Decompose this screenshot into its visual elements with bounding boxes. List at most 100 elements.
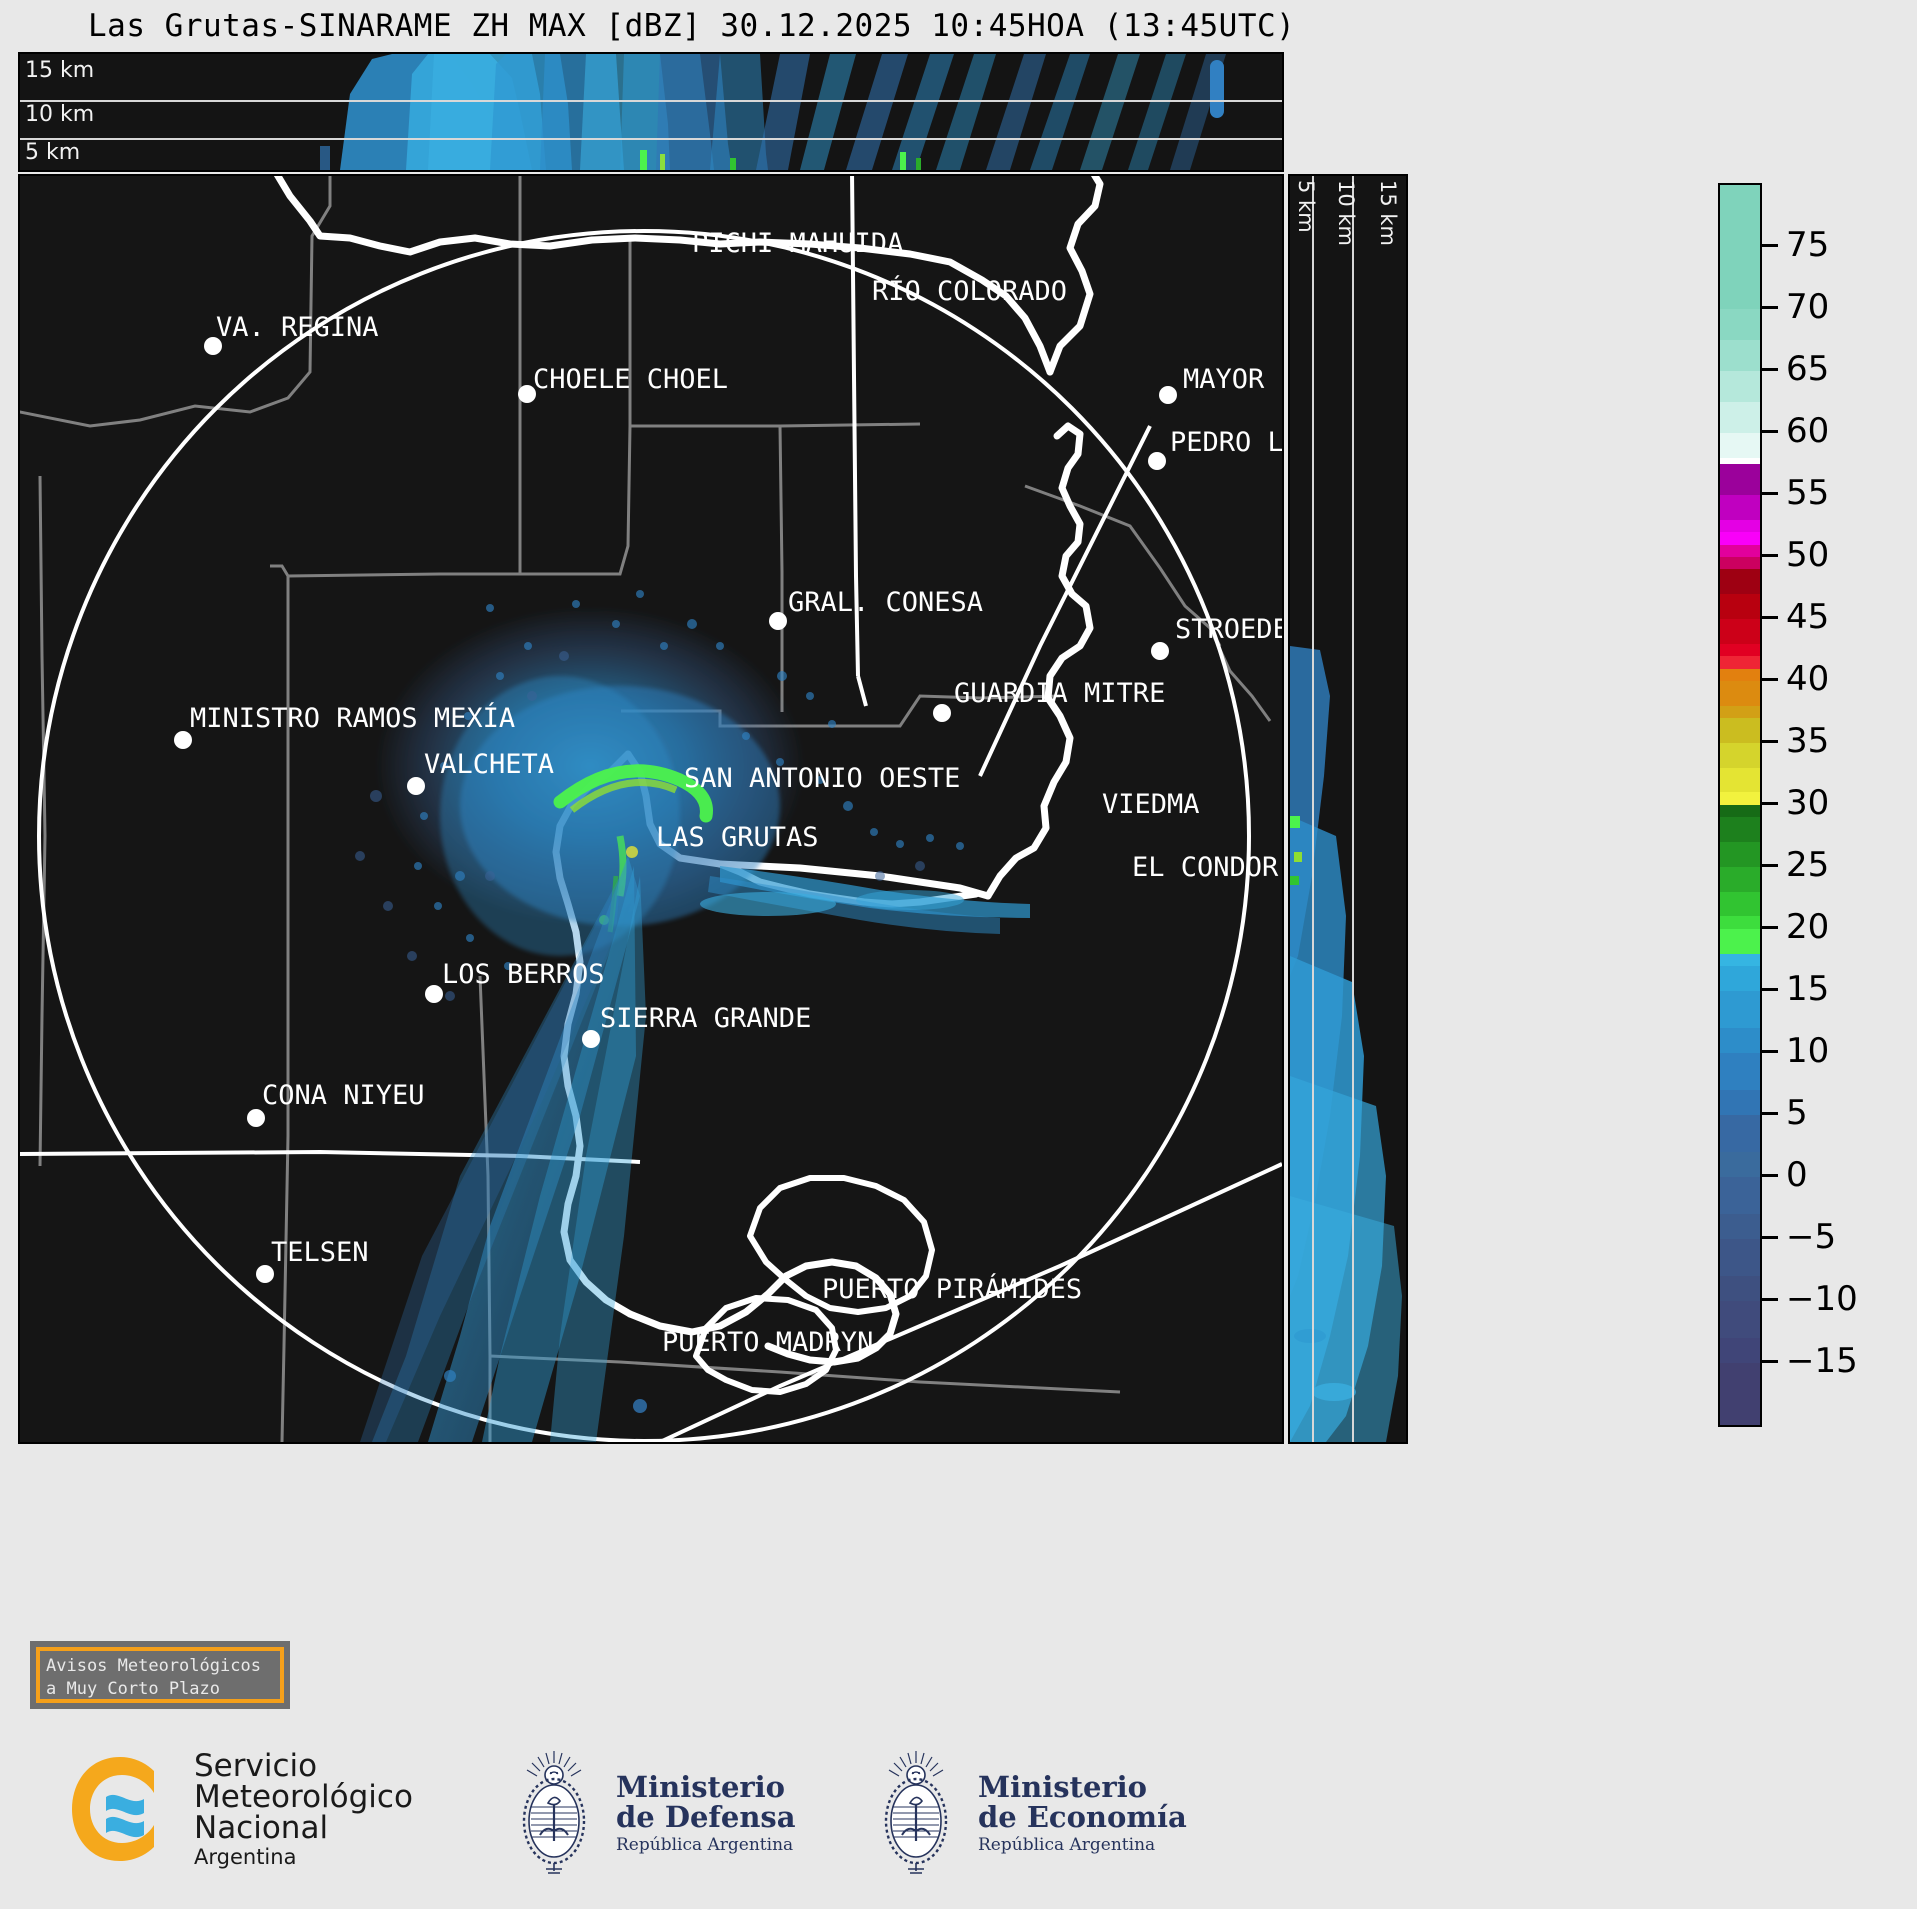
city-marker-dot[interactable] bbox=[769, 612, 787, 630]
right-cross-section-echo bbox=[1290, 646, 1402, 1442]
city-marker-dot[interactable] bbox=[582, 1030, 600, 1048]
ministerio-economia-logo: Ministerio de Economía República Argenti… bbox=[870, 1749, 1187, 1877]
colorbar-segment bbox=[1720, 185, 1760, 247]
city-marker-dot[interactable] bbox=[174, 731, 192, 749]
height-label-10km: 10 km bbox=[25, 102, 95, 127]
colorbar-tick bbox=[1762, 554, 1778, 557]
argentina-coat-of-arms-icon bbox=[884, 1751, 948, 1874]
city-label: PEDRO L bbox=[1170, 427, 1282, 458]
height-label-15km: 15 km bbox=[25, 58, 95, 83]
height-line-right-5km bbox=[1312, 176, 1314, 1442]
warning-line-2: a Muy Corto Plazo bbox=[46, 1678, 220, 1699]
city-layer: PICHI MAHUIDA RÍO COLORADO VA. REGINA CHOEL… bbox=[174, 228, 1282, 1358]
colorbar-tick-label: 70 bbox=[1786, 287, 1830, 327]
colorbar bbox=[1718, 183, 1762, 1427]
colorbar-tick-label: 45 bbox=[1786, 597, 1830, 637]
colorbar-segment bbox=[1720, 1238, 1760, 1276]
colorbar-tick-label: 75 bbox=[1786, 225, 1830, 265]
city-marker-dot[interactable] bbox=[1148, 452, 1166, 470]
smn-line-3: Nacional bbox=[194, 1809, 329, 1846]
colorbar-segment bbox=[1720, 1090, 1760, 1115]
colorbar-tick-label: −5 bbox=[1786, 1217, 1837, 1257]
city-label: LAS GRUTAS bbox=[656, 822, 819, 853]
city-label: PICHI MAHUIDA bbox=[692, 228, 903, 259]
colorbar-tick-label: 65 bbox=[1786, 349, 1830, 389]
radar-echo-field bbox=[355, 590, 1030, 1442]
city-label: STROEDE bbox=[1175, 614, 1282, 645]
city-label: LOS BERROS bbox=[442, 959, 605, 990]
ministerio-defensa-logo: Ministerio de Defensa República Argentin… bbox=[508, 1749, 796, 1877]
colorbar-tick-label: 20 bbox=[1786, 907, 1830, 947]
city-marker-dot[interactable] bbox=[1151, 642, 1169, 660]
height-label-5km: 5 km bbox=[25, 140, 81, 165]
colorbar-segment bbox=[1720, 494, 1760, 520]
colorbar-tick-label: 40 bbox=[1786, 659, 1830, 699]
colorbar-tick-label: 5 bbox=[1786, 1093, 1808, 1133]
height-line-5km bbox=[20, 138, 1282, 140]
radar-map-panel[interactable]: PICHI MAHUIDA RÍO COLORADO VA. REGINA CHOEL… bbox=[18, 174, 1284, 1444]
city-label: VA. REGINA bbox=[216, 312, 379, 343]
colorbar-tick bbox=[1762, 1174, 1778, 1177]
colorbar-tick bbox=[1762, 1050, 1778, 1053]
colorbar-segment bbox=[1720, 804, 1760, 818]
colorbar-tick-label: 10 bbox=[1786, 1031, 1830, 1071]
city-marker-dot[interactable] bbox=[407, 777, 425, 795]
colorbar-tick-label: 30 bbox=[1786, 783, 1830, 823]
colorbar-segment bbox=[1720, 309, 1760, 340]
colorbar-tick bbox=[1762, 616, 1778, 619]
colorbar-segment bbox=[1720, 1362, 1760, 1425]
colorbar-segment bbox=[1720, 643, 1760, 657]
city-label: EL CONDOR bbox=[1132, 852, 1279, 883]
top-cross-section-echo bbox=[320, 54, 1226, 170]
colorbar-segment bbox=[1720, 866, 1760, 892]
colorbar-segment bbox=[1720, 1114, 1760, 1152]
colorbar-tick bbox=[1762, 802, 1778, 805]
colorbar-tick bbox=[1762, 1112, 1778, 1115]
colorbar-tick bbox=[1762, 864, 1778, 867]
colorbar-tick bbox=[1762, 430, 1778, 433]
colorbar-segment bbox=[1720, 705, 1760, 719]
colorbar-segment bbox=[1720, 767, 1760, 793]
radar-map-svg: PICHI MAHUIDA RÍO COLORADO VA. REGINA CHOEL… bbox=[20, 176, 1282, 1442]
colorbar-tick-label: 15 bbox=[1786, 969, 1830, 1009]
smn-line-1: Servicio bbox=[194, 1747, 318, 1784]
colorbar-tick bbox=[1762, 926, 1778, 929]
colorbar-segment bbox=[1720, 792, 1760, 805]
colorbar-tick bbox=[1762, 988, 1778, 991]
city-marker-dot[interactable] bbox=[204, 337, 222, 355]
colorbar-tick bbox=[1762, 306, 1778, 309]
city-label: VIEDMA bbox=[1102, 789, 1200, 820]
footer: Servicio Meteorológico Nacional Argentin… bbox=[0, 1721, 1917, 1909]
colorbar-tick bbox=[1762, 1236, 1778, 1239]
defensa-line-2: de Defensa bbox=[616, 1800, 796, 1835]
city-marker-dot[interactable] bbox=[1159, 386, 1177, 404]
colorbar-segment bbox=[1720, 340, 1760, 371]
colorbar-tick-label: 35 bbox=[1786, 721, 1830, 761]
city-marker-dot[interactable] bbox=[518, 385, 536, 403]
height-line-right-10km bbox=[1352, 176, 1354, 1442]
colorbar-segment bbox=[1720, 817, 1760, 843]
city-label: CONA NIYEU bbox=[262, 1080, 425, 1111]
city-marker-dot[interactable] bbox=[933, 704, 951, 722]
colorbar-segment bbox=[1720, 371, 1760, 402]
colorbar-segment bbox=[1720, 928, 1760, 954]
city-marker-dot[interactable] bbox=[256, 1265, 274, 1283]
colorbar-segment bbox=[1720, 1151, 1760, 1177]
colorbar-tick bbox=[1762, 1298, 1778, 1301]
colorbar-segment bbox=[1720, 594, 1760, 619]
economia-line-2: de Economía bbox=[978, 1800, 1187, 1835]
city-label: TELSEN bbox=[271, 1237, 369, 1268]
colorbar-tick-label: 0 bbox=[1786, 1155, 1808, 1195]
colorbar-segment bbox=[1720, 680, 1760, 706]
city-marker-dot[interactable] bbox=[425, 985, 443, 1003]
colorbar-segment bbox=[1720, 718, 1760, 743]
right-cross-section-panel: 5 km 10 km 15 km bbox=[1288, 174, 1408, 1444]
colorbar-segment bbox=[1720, 519, 1760, 533]
smn-line-2: Meteorológico bbox=[194, 1778, 413, 1815]
height-label-right-15km: 15 km bbox=[1376, 180, 1400, 247]
city-marker-dot[interactable] bbox=[247, 1109, 265, 1127]
economia-line-3: República Argentina bbox=[978, 1834, 1156, 1855]
defensa-line-3: República Argentina bbox=[616, 1834, 794, 1855]
warning-box[interactable]: Avisos Meteorológicos a Muy Corto Plazo bbox=[30, 1641, 290, 1709]
warning-line-1: Avisos Meteorológicos bbox=[46, 1656, 261, 1676]
